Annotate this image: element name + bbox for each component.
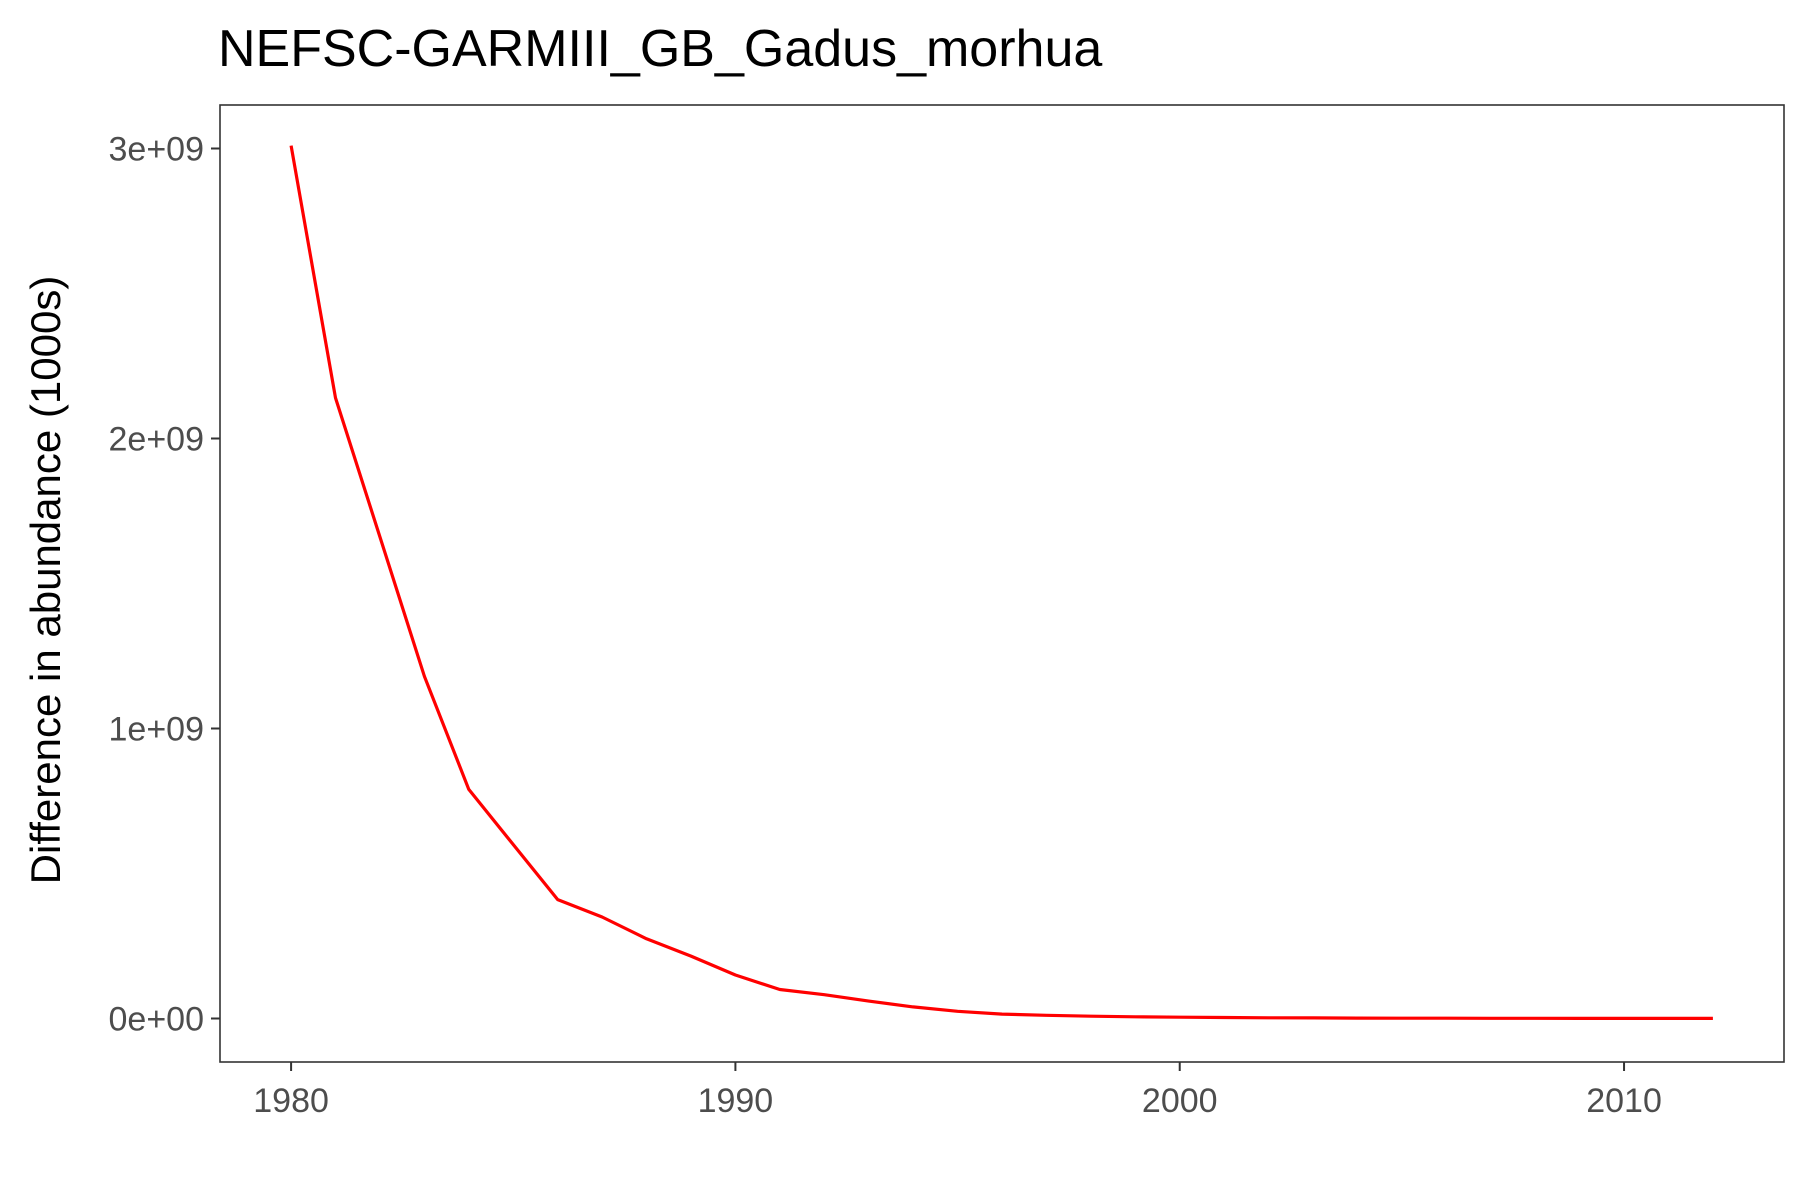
y-tick-label: 0e+00 — [109, 1001, 205, 1039]
chart-title: NEFSC-GARMIII_GB_Gadus_morhua — [218, 20, 1102, 78]
x-axis: 1980 1990 2000 2010 — [253, 1062, 1662, 1120]
x-tick-label: 1980 — [253, 1082, 329, 1120]
series-group — [289, 145, 1713, 1021]
y-tick-label: 3e+09 — [109, 131, 205, 169]
x-tick-label: 2000 — [1142, 1082, 1218, 1120]
y-axis-label: Difference in abundance (1000s) — [22, 276, 69, 885]
x-tick-label: 2010 — [1586, 1082, 1662, 1120]
x-tick-label: 1990 — [698, 1082, 774, 1120]
y-tick-label: 2e+09 — [109, 421, 205, 459]
y-axis: 0e+00 1e+09 2e+09 3e+09 — [109, 131, 220, 1039]
series-line — [289, 145, 1713, 1021]
y-tick-label: 1e+09 — [109, 711, 205, 749]
plot-panel — [219, 104, 1785, 1063]
